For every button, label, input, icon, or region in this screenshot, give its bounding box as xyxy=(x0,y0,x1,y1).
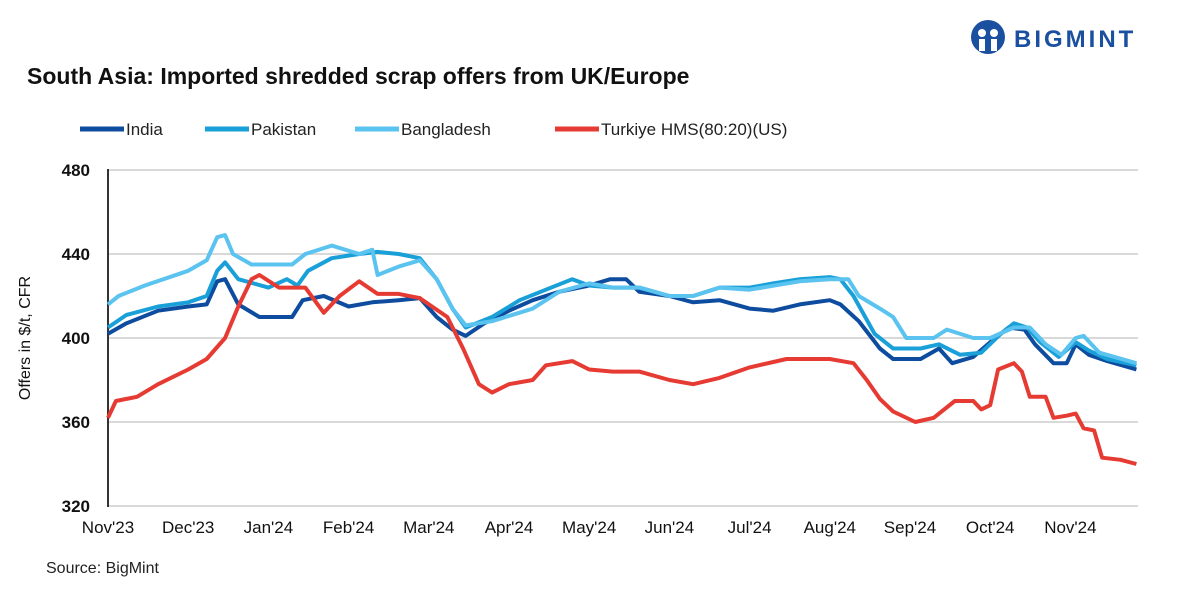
chart-title: South Asia: Imported shredded scrap offe… xyxy=(27,63,689,89)
y-axis-ticks: 320 360 400 440 480 xyxy=(62,161,90,516)
x-tick-label: Feb'24 xyxy=(323,518,374,537)
logo-people-icon xyxy=(971,20,1005,54)
logo-text: BIGMINT xyxy=(1014,26,1136,53)
y-axis-label: Offers in $/t, CFR xyxy=(17,276,34,400)
series-lines xyxy=(106,233,1137,466)
legend-label: Bangladesh xyxy=(401,120,491,139)
logo-person-left-body xyxy=(979,39,985,51)
legend-item: Pakistan xyxy=(205,120,316,139)
legend-item: India xyxy=(80,120,163,139)
gridlines xyxy=(108,169,1138,507)
legend-label: Turkiye HMS(80:20)(US) xyxy=(601,120,787,139)
y-tick-label: 320 xyxy=(62,497,90,516)
y-tick-label: 440 xyxy=(62,245,90,264)
x-axis-ticks: Nov'23 Dec'23 Jan'24 Feb'24 Mar'24 Apr'24 May'… xyxy=(82,518,1097,537)
x-tick-label: Aug'24 xyxy=(804,518,856,537)
x-tick-label: Jan'24 xyxy=(244,518,294,537)
x-tick-label: Mar'24 xyxy=(403,518,454,537)
y-tick-label: 400 xyxy=(62,329,90,348)
legend-label: Pakistan xyxy=(251,120,316,139)
legend-item: Bangladesh xyxy=(355,120,491,139)
x-tick-label: Jul'24 xyxy=(728,518,772,537)
x-tick-label: Nov'23 xyxy=(82,518,134,537)
series-line-turkiye-hms-80-20-us- xyxy=(106,273,1137,466)
legend-item: Turkiye HMS(80:20)(US) xyxy=(555,120,787,139)
x-tick-label: Sep'24 xyxy=(884,518,936,537)
x-tick-label: Apr'24 xyxy=(485,518,534,537)
x-tick-label: Nov'24 xyxy=(1044,518,1096,537)
legend-label: India xyxy=(126,120,163,139)
x-tick-label: Dec'23 xyxy=(162,518,214,537)
x-tick-label: Jun'24 xyxy=(645,518,695,537)
x-tick-label: May'24 xyxy=(562,518,616,537)
source-note: Source: BigMint xyxy=(46,560,159,577)
x-tick-label: Oct'24 xyxy=(966,518,1015,537)
logo-person-right xyxy=(990,29,998,37)
series-line-india xyxy=(107,277,1137,372)
y-tick-label: 360 xyxy=(62,413,90,432)
y-tick-label: 480 xyxy=(62,161,90,180)
series-line-bangladesh xyxy=(106,233,1137,366)
bigmint-logo: BIGMINT xyxy=(971,20,1136,54)
legend: India Pakistan Bangladesh Turkiye HMS(80:20… xyxy=(80,120,787,139)
logo-person-left xyxy=(978,29,986,37)
logo-person-right-body xyxy=(991,39,997,51)
